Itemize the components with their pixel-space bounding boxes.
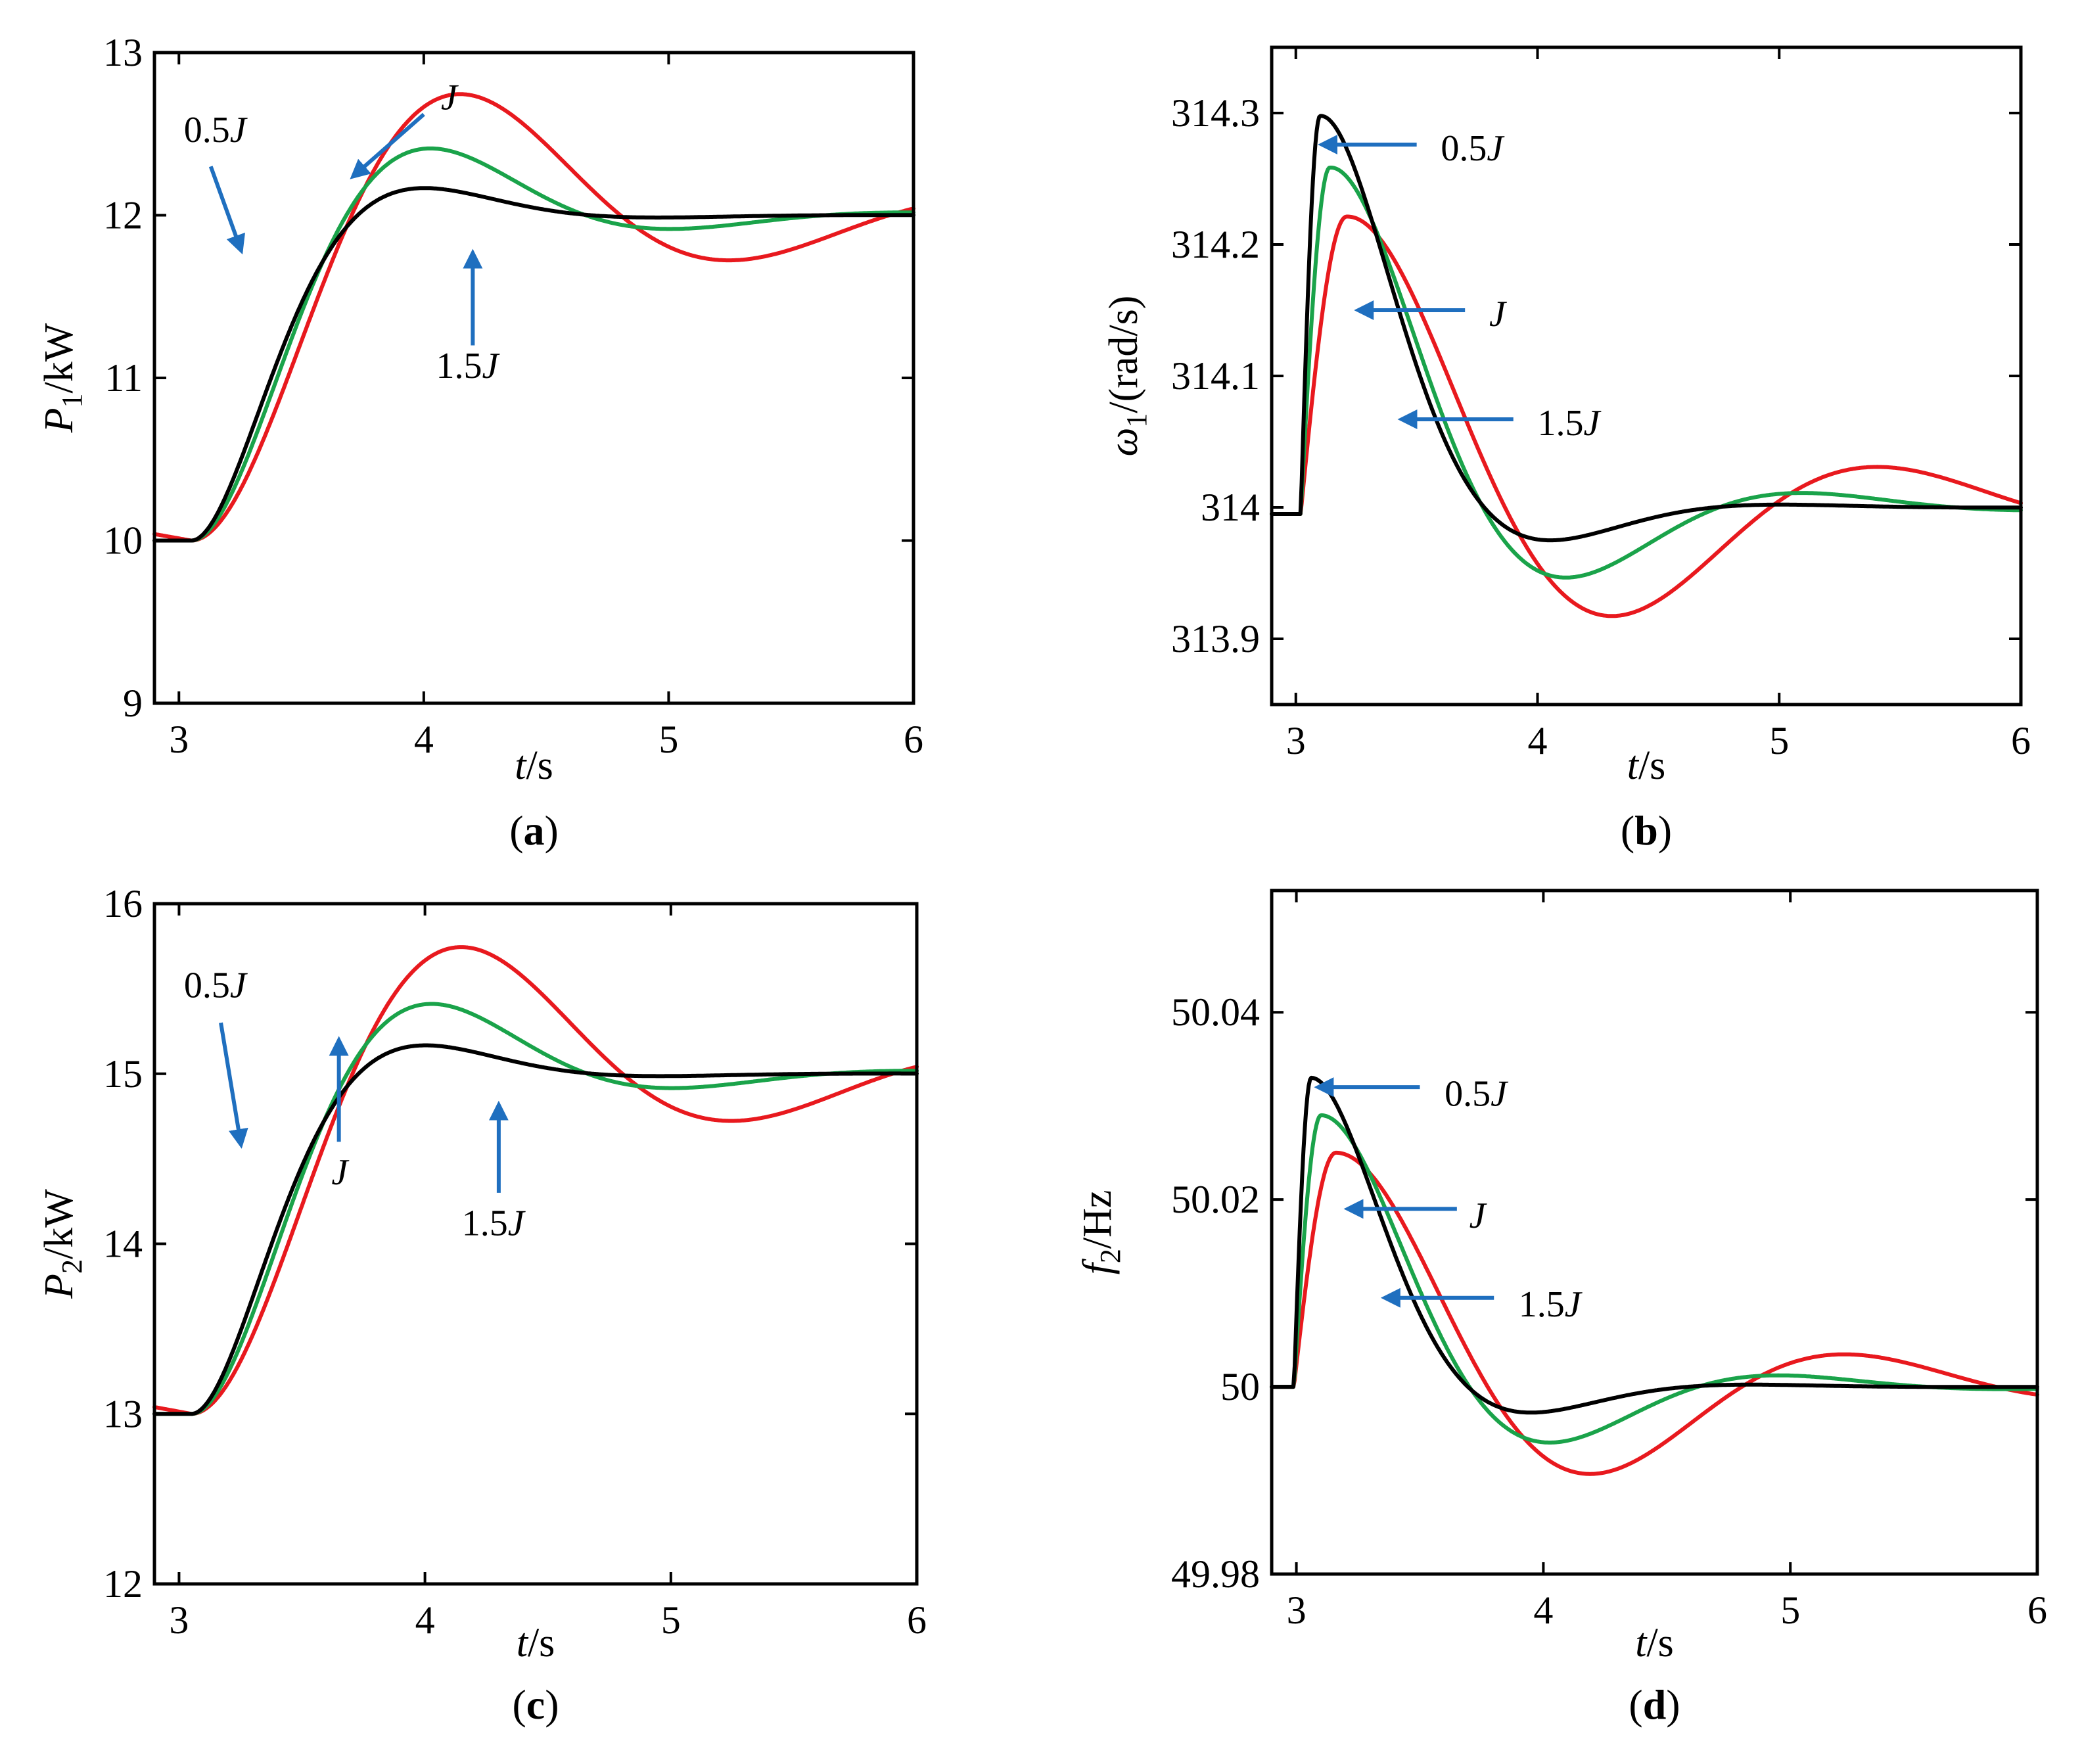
annotation-label: 1.5J <box>462 1203 526 1244</box>
annotation-label: 0.5J <box>1445 1074 1509 1115</box>
panel-a: 3 4 5 6 9 10 11 12 13 t/s P1/kW 0.5J J 1.5J (a) <box>37 31 923 854</box>
series-line-J <box>152 1002 919 1416</box>
series-line-1_5J <box>152 945 919 1416</box>
panel-caption: (c) <box>512 1681 559 1728</box>
y-axis-label: P1/kW <box>37 323 88 433</box>
y-tick-label: 14 <box>103 1222 143 1266</box>
x-tick-label: 3 <box>169 718 189 761</box>
y-axis-label: ω1/(rad/s) <box>1101 296 1153 457</box>
annotation-arrow <box>208 166 245 255</box>
x-tick-label: 5 <box>661 1598 681 1642</box>
x-tick-label: 6 <box>2011 719 2031 762</box>
y-tick-label: 50 <box>1220 1365 1260 1408</box>
panel-caption: (a) <box>509 807 559 854</box>
annotation-label: 0.5J <box>184 110 248 151</box>
y-tick-label: 314 <box>1201 486 1260 529</box>
annotation-arrow <box>219 1022 248 1149</box>
x-tick-label: 5 <box>1780 1589 1800 1632</box>
y-tick-label: 314.1 <box>1171 354 1260 398</box>
x-axis-label: t/s <box>1635 1621 1674 1665</box>
annotation-label: J <box>331 1152 350 1193</box>
y-tick-label: 9 <box>123 682 143 725</box>
series-line-1_5J <box>1270 214 2023 618</box>
x-tick-label: 3 <box>1286 719 1306 762</box>
series-line-J <box>1270 1113 2039 1445</box>
y-axis-label: P2/kW <box>37 1189 88 1299</box>
x-axis-label: t/s <box>517 1621 555 1665</box>
x-tick-label: 6 <box>2027 1589 2047 1632</box>
panel-caption: (d) <box>1629 1681 1680 1728</box>
series-line-J <box>1270 166 2023 580</box>
plot-frame <box>152 51 915 705</box>
annotation-label: 0.5J <box>1441 128 1505 169</box>
y-tick-label: 314.3 <box>1171 91 1260 135</box>
annotation-label: 1.5J <box>436 346 500 386</box>
annotation-label: 1.5J <box>1519 1284 1583 1325</box>
plot-frame <box>152 902 919 1586</box>
annotation-label: J <box>441 78 459 118</box>
y-tick-label: 13 <box>103 31 143 74</box>
series-line-0_5J <box>1270 1075 2039 1415</box>
y-tick-label: 11 <box>104 356 143 400</box>
series-line-1_5J <box>1270 1150 2039 1476</box>
plot-frame <box>1270 889 2039 1576</box>
annotation-arrow <box>350 112 425 179</box>
annotation-label: 1.5J <box>1538 403 1602 444</box>
y-tick-label: 49.98 <box>1171 1552 1260 1596</box>
series-line-0_5J <box>1270 114 2023 543</box>
x-tick-label: 6 <box>907 1598 927 1642</box>
y-tick-label: 50.02 <box>1171 1178 1260 1221</box>
x-tick-label: 5 <box>1769 719 1789 762</box>
annotation-label: 0.5J <box>184 965 248 1006</box>
x-tick-label: 4 <box>1533 1589 1553 1632</box>
x-tick-label: 6 <box>904 718 923 761</box>
y-tick-label: 314.2 <box>1171 223 1260 266</box>
y-axis-label: f2/Hz <box>1075 1190 1126 1275</box>
x-tick-label: 3 <box>169 1598 189 1642</box>
series-line-J <box>152 146 915 543</box>
x-axis-label: t/s <box>1627 743 1666 788</box>
series-line-0_5J <box>152 186 915 543</box>
y-tick-label: 313.9 <box>1171 617 1260 661</box>
series-line-0_5J <box>152 1043 919 1416</box>
y-tick-label: 15 <box>103 1052 143 1096</box>
series-line-1_5J <box>152 92 915 543</box>
y-tick-label: 13 <box>103 1392 143 1435</box>
y-tick-label: 12 <box>103 194 143 237</box>
annotation-label: J <box>1469 1195 1488 1236</box>
panel-c: 3 4 5 6 12 13 14 15 16 t/s P2/kW 0.5J J 1.5J (c) <box>37 882 927 1728</box>
y-tick-label: 10 <box>103 519 143 563</box>
x-tick-label: 4 <box>414 718 434 761</box>
y-tick-label: 16 <box>103 882 143 925</box>
x-axis-label: t/s <box>515 743 553 788</box>
y-tick-label: 12 <box>103 1562 143 1606</box>
x-tick-label: 3 <box>1287 1589 1307 1632</box>
panel-caption: (b) <box>1621 807 1672 854</box>
x-tick-label: 4 <box>1528 719 1548 762</box>
x-tick-label: 4 <box>415 1598 435 1642</box>
panel-b: 3 4 5 6 313.9 314 314.1 314.2 314.3 t/s ω1/(rad/s)… <box>1101 45 2031 854</box>
x-tick-label: 5 <box>659 718 678 761</box>
panel-d: 3 4 5 6 49.98 50 50.02 50.04 t/s f2/Hz 0.5J J 1.5J (d… <box>1075 889 2047 1728</box>
y-tick-label: 50.04 <box>1171 990 1260 1034</box>
annotation-label: J <box>1489 294 1508 335</box>
